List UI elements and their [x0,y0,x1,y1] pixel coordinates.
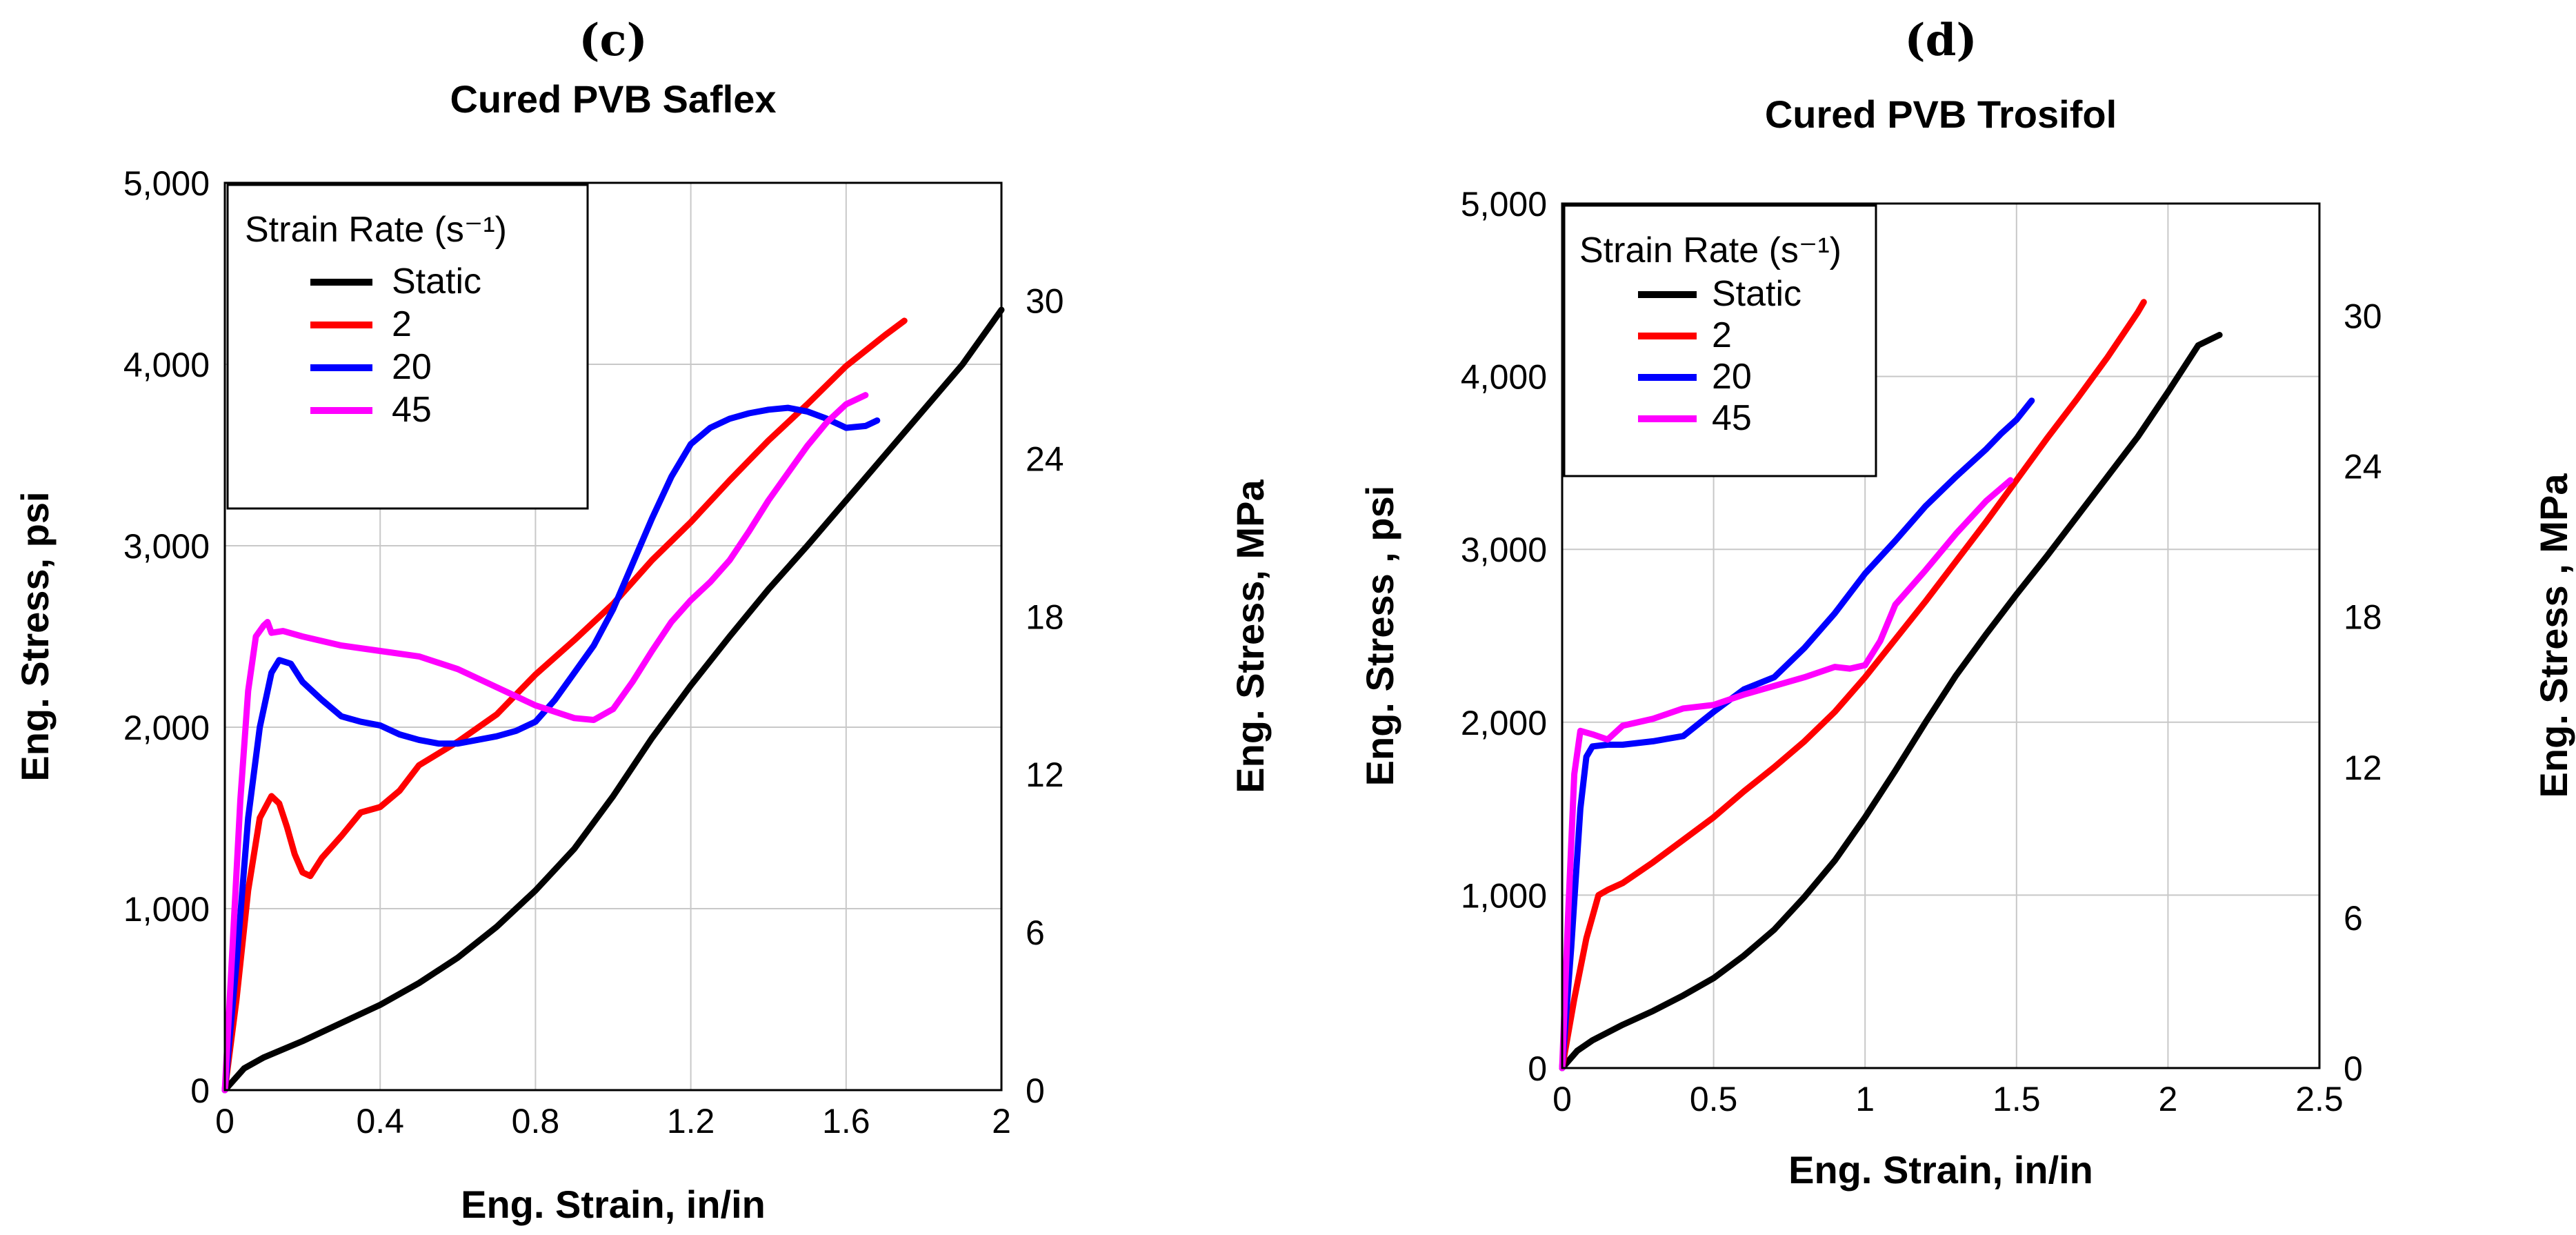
x-tick-label: 2 [2158,1080,2177,1118]
y2-axis-label: Eng. Stress, MPa [1228,479,1272,793]
x-tick-label: 0 [215,1102,234,1140]
series-line-static [1559,332,2223,1071]
y2-tick-label: 0 [2344,1049,2363,1088]
x-tick-label: 0 [1552,1080,1572,1118]
series-line-static [221,306,1005,1094]
y2-tick-label: 24 [1026,439,1064,478]
y2-tick-label: 18 [2344,598,2382,637]
legend-label-2: 2 [392,304,412,344]
y-tick-label: 3,000 [123,527,210,566]
series-line-2 [221,317,908,1094]
series-line-45 [1559,477,2014,1071]
y-tick-label: 2,000 [123,709,210,747]
y2-tick-label: 0 [1026,1071,1045,1110]
series-line-20 [1559,397,2035,1071]
chart-panel-c: (c) Cured PVB Saflex Strain Rate (s⁻¹) Stat… [13,14,1272,1226]
plot-frame [1561,202,2321,1069]
x-axis-label: Eng. Strain, in/in [1788,1148,2093,1192]
panel-label: (d) [1904,14,1977,66]
y2-tick-label: 24 [2344,448,2382,486]
y-axis-label: Eng. Stress, psi [13,491,57,781]
legend-label-2: 2 [1712,315,1732,355]
x-tick-label: 1.6 [822,1102,870,1140]
y-tick-label: 1,000 [1461,876,1547,915]
y-tick-label: 5,000 [123,164,210,203]
legend-box [226,184,589,510]
y-tick-label: 4,000 [123,346,210,384]
legend-title: Strain Rate (s⁻¹) [245,210,507,250]
legend-label-20: 20 [392,347,432,387]
x-tick-label: 2.5 [2295,1080,2344,1118]
y-tick-label: 0 [190,1071,210,1110]
y-axis-label: Eng. Stress , psi [1358,486,1401,787]
x-tick-label: 0.5 [1690,1080,1738,1118]
x-tick-label: 1.5 [1993,1080,2041,1118]
y2-tick-label: 30 [1026,282,1064,321]
y-tick-label: 4,000 [1461,358,1547,397]
x-tick-label: 2 [992,1102,1011,1140]
y2-axis-label: Eng. Stress , MPa [2532,473,2575,798]
y-tick-label: 3,000 [1461,531,1547,569]
y2-tick-label: 6 [1026,913,1045,952]
legend-label-20: 20 [1712,357,1752,397]
y-tick-label: 5,000 [1461,185,1547,224]
x-axis-label: Eng. Strain, in/in [461,1183,766,1226]
y2-tick-label: 12 [2344,749,2382,787]
plot-frame [223,181,1003,1091]
y2-tick-label: 30 [2344,297,2382,335]
x-tick-label: 0.4 [356,1102,404,1140]
y2-tick-label: 6 [2344,899,2363,938]
chart-title: Cured PVB Saflex [450,77,776,121]
x-tick-label: 1 [1855,1080,1875,1118]
legend-box [1563,204,1877,477]
series-line-20 [221,404,881,1094]
legend-label-static: Static [1712,274,1801,314]
legend-label-45: 45 [1712,398,1752,438]
y2-tick-label: 12 [1026,755,1064,794]
chart-panel-d: (d) Cured PVB Trosifol Strain Rate (s⁻¹)St… [1358,14,2575,1192]
chart-title: Cured PVB Trosifol [1765,92,2117,136]
x-tick-label: 0.8 [512,1102,560,1140]
y-tick-label: 2,000 [1461,704,1547,742]
y-tick-label: 0 [1528,1049,1547,1088]
legend-title: Strain Rate (s⁻¹) [1579,230,1841,270]
y2-tick-label: 18 [1026,597,1064,636]
legend-label-45: 45 [392,390,432,430]
legend-label-static: Static [392,261,481,302]
y-tick-label: 1,000 [123,890,210,929]
series-line-45 [221,392,869,1094]
panel-label: (c) [579,14,648,66]
series-line-2 [1559,299,2147,1071]
x-tick-label: 1.2 [667,1102,715,1140]
